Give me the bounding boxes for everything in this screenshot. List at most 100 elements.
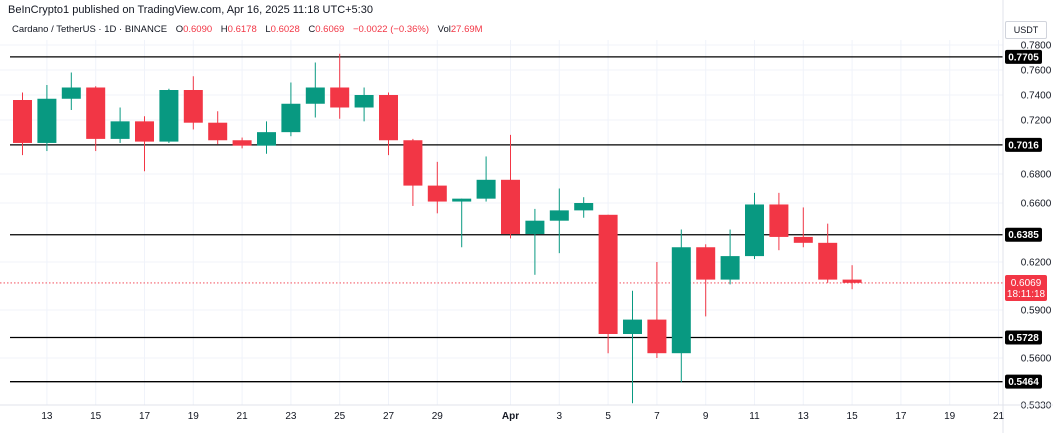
time-tick-label: 17 bbox=[895, 411, 907, 422]
candle-body bbox=[549, 210, 569, 221]
candle bbox=[647, 262, 667, 358]
time-tick-label: 5 bbox=[605, 411, 611, 422]
level-badge-label: 0.5728 bbox=[1008, 333, 1039, 344]
candle-body bbox=[135, 121, 154, 142]
candle bbox=[476, 156, 496, 202]
close-label: C bbox=[308, 24, 316, 35]
candle bbox=[61, 72, 81, 110]
level-badge-label: 0.6385 bbox=[1008, 230, 1039, 241]
low-value: 0.6028 bbox=[270, 24, 300, 35]
time-tick-label: 15 bbox=[90, 411, 102, 422]
candle bbox=[305, 62, 325, 118]
candle-body bbox=[208, 122, 228, 141]
high-value: 0.6178 bbox=[227, 24, 257, 35]
candle bbox=[745, 192, 764, 260]
candle-body bbox=[647, 319, 667, 354]
candle bbox=[452, 198, 472, 248]
publisher-caption: BeInCrypto1 published on TradingView.com… bbox=[8, 4, 373, 16]
open-value: 0.6090 bbox=[183, 24, 213, 35]
candle bbox=[501, 134, 520, 239]
candle-body bbox=[745, 204, 764, 257]
price-tick-label: 0.6600 bbox=[1021, 199, 1052, 210]
candle bbox=[549, 188, 569, 254]
candle bbox=[354, 87, 374, 122]
candle bbox=[842, 265, 862, 290]
candle bbox=[696, 244, 716, 317]
candle-body bbox=[501, 179, 520, 234]
candle-body bbox=[525, 220, 545, 234]
level-badge bbox=[1005, 330, 1042, 345]
candle-body bbox=[574, 203, 594, 211]
candle-body bbox=[305, 87, 325, 104]
candle-body bbox=[13, 100, 32, 143]
level-badge-label: 0.5464 bbox=[1008, 377, 1039, 388]
candle bbox=[281, 82, 301, 137]
level-badge bbox=[1005, 374, 1042, 389]
volume-label: Vol bbox=[437, 24, 451, 35]
candle-body bbox=[403, 140, 423, 186]
level-badge bbox=[1005, 49, 1042, 64]
candle-body bbox=[842, 279, 862, 283]
time-tick-label: 13 bbox=[41, 411, 53, 422]
time-tick-label: 11 bbox=[749, 411, 760, 422]
candle-body bbox=[354, 95, 374, 108]
candle bbox=[183, 76, 203, 130]
candle bbox=[525, 208, 545, 275]
close-value: 0.6069 bbox=[315, 24, 345, 35]
candle-body bbox=[159, 90, 179, 142]
support-resistance-levels bbox=[0, 56, 1003, 383]
candle-body bbox=[427, 185, 447, 202]
price-tick-label: 0.6800 bbox=[1021, 170, 1052, 181]
candle-body bbox=[110, 121, 130, 139]
candle-body bbox=[623, 319, 642, 334]
time-tick-label: 21 bbox=[993, 411, 1005, 422]
level-badge bbox=[1005, 227, 1042, 242]
time-tick-label: 21 bbox=[237, 411, 249, 422]
candle bbox=[330, 53, 350, 119]
time-tick-label: 19 bbox=[944, 411, 956, 422]
level-badge-label: 0.7016 bbox=[1008, 140, 1039, 151]
currency-button[interactable]: USDT bbox=[1005, 21, 1047, 39]
price-tick-label: 0.7600 bbox=[1021, 66, 1052, 77]
time-tick-label: 19 bbox=[188, 411, 200, 422]
candle-body bbox=[37, 98, 57, 143]
time-tick-label: 3 bbox=[557, 411, 563, 422]
time-tick-label: 17 bbox=[139, 411, 151, 422]
time-tick-label: 25 bbox=[334, 411, 346, 422]
candle-body bbox=[720, 256, 740, 280]
candle bbox=[403, 138, 423, 206]
candle bbox=[818, 223, 838, 283]
candle-body bbox=[452, 198, 472, 202]
candle bbox=[232, 137, 252, 149]
level-badge bbox=[1005, 137, 1042, 152]
price-tick-label: 0.7400 bbox=[1021, 91, 1052, 102]
candle bbox=[110, 107, 130, 143]
candle bbox=[86, 86, 106, 152]
current-price-label: 0.6069 bbox=[1011, 278, 1042, 289]
time-tick-label: 27 bbox=[383, 411, 395, 422]
price-axis[interactable]: 0.7800 0.7600 0.7400 0.7200 0.6800 0.6600 0.62… bbox=[1002, 0, 1052, 433]
candles-layer bbox=[13, 53, 862, 404]
candle bbox=[769, 192, 789, 251]
candle-body bbox=[476, 179, 496, 199]
level-badge-label: 0.7705 bbox=[1008, 52, 1039, 63]
candle bbox=[574, 197, 594, 218]
candle-body bbox=[183, 90, 203, 123]
candle-body bbox=[86, 87, 106, 139]
open-label: O bbox=[175, 24, 184, 35]
candle-body bbox=[330, 87, 350, 108]
candle-body bbox=[257, 132, 276, 146]
price-tick-label: 0.6200 bbox=[1021, 258, 1052, 269]
current-price-badge bbox=[1005, 274, 1047, 301]
time-axis[interactable]: 13 15 17 19 21 23 25 27 29 Apr 3 5 7 9 11 13 15 17 19 21 bbox=[0, 404, 1053, 422]
countdown-label: 18:11:18 bbox=[1007, 289, 1046, 300]
candle-body bbox=[61, 87, 81, 99]
low-label: L bbox=[265, 24, 271, 35]
price-tick-label: 0.7200 bbox=[1021, 116, 1052, 127]
candle bbox=[135, 116, 154, 172]
candle-body bbox=[379, 95, 398, 141]
candle bbox=[671, 229, 691, 383]
candle bbox=[720, 229, 740, 285]
symbol-legend: Cardano / TetherUS · 1D · BINANCE O0.609… bbox=[12, 24, 483, 35]
